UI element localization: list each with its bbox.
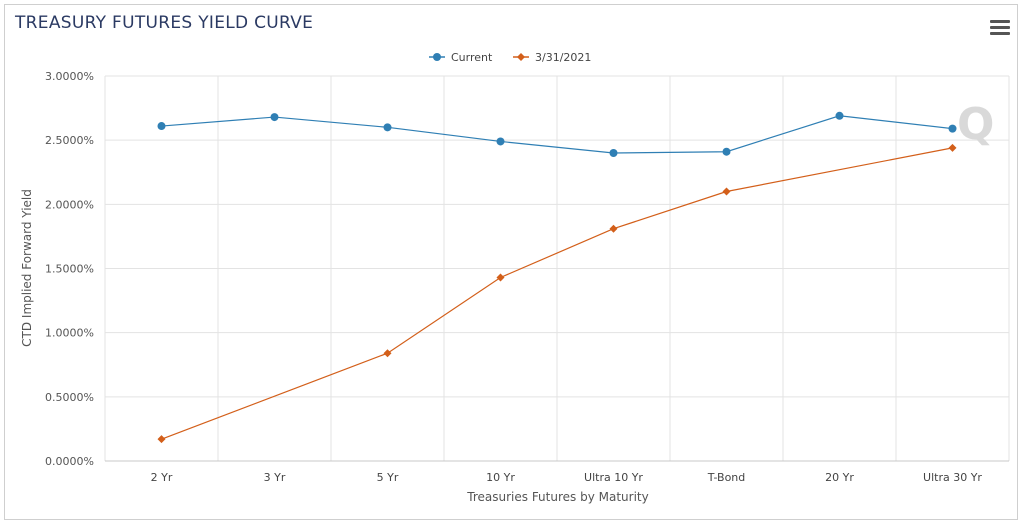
x-tick-label: Ultra 30 Yr: [923, 471, 982, 484]
y-tick-label: 1.5000%: [45, 263, 94, 276]
y-tick-label: 1.0000%: [45, 327, 94, 340]
data-point-2: [383, 349, 392, 358]
y-tick-label: 2.5000%: [45, 134, 94, 147]
x-axis: 2 Yr 3 Yr 5 Yr 10 Yr Ultra 10 Yr T-Bond 20 Yr U…: [105, 460, 1009, 484]
x-tick-label: 10 Yr: [486, 471, 515, 484]
data-point-1: [157, 122, 166, 131]
y-tick-label: 3.0000%: [45, 70, 94, 83]
legend: Current 3/31/2021: [429, 51, 591, 64]
x-tick-label: 3 Yr: [264, 471, 286, 484]
legend-marker-1: [433, 53, 441, 61]
y-tick-label: 0.5000%: [45, 391, 94, 404]
data-point-2: [722, 187, 731, 196]
chart-title: TREASURY FUTURES YIELD CURVE: [15, 13, 314, 33]
series-line-1: [161, 115, 953, 154]
legend-label-1: Current: [451, 51, 493, 64]
data-point-1: [948, 124, 957, 133]
x-axis-title: Treasuries Futures by Maturity: [466, 490, 648, 504]
y-tick-label: 2.0000%: [45, 198, 94, 211]
data-point-2: [948, 143, 957, 152]
x-tick-label: T-Bond: [707, 471, 746, 484]
data-point-1: [383, 123, 392, 132]
hamburger-menu-icon[interactable]: [990, 20, 1010, 36]
data-point-2: [157, 435, 166, 444]
x-tick-label: 2 Yr: [151, 471, 173, 484]
x-tick-label: 5 Yr: [377, 471, 399, 484]
y-axis-title: CTD Implied Forward Yield: [20, 189, 34, 347]
svg-text:Q: Q: [957, 99, 994, 150]
data-point-1: [609, 149, 618, 157]
data-point-1: [496, 137, 505, 146]
legend-label-2: 3/31/2021: [535, 51, 591, 64]
data-point-2: [609, 224, 618, 233]
y-axis: 0.0000% 0.5000% 1.0000% 1.5000% 2.0000% 2.500…: [45, 70, 94, 468]
x-tick-label: 20 Yr: [825, 471, 854, 484]
series-layer: [157, 111, 957, 444]
data-point-1: [835, 111, 844, 120]
q-logo-icon: Q: [957, 99, 994, 150]
y-tick-label: 0.0000%: [45, 455, 94, 468]
x-tick-label: Ultra 10 Yr: [584, 471, 643, 484]
data-point-1: [722, 147, 731, 156]
chart-container: TREASURY FUTURES YIELD CURVE: [4, 4, 1018, 520]
series-line-2: [161, 147, 953, 440]
grid: [104, 75, 1010, 462]
data-point-1: [270, 113, 279, 122]
legend-marker-2: [517, 53, 525, 61]
data-point-2: [496, 273, 505, 282]
